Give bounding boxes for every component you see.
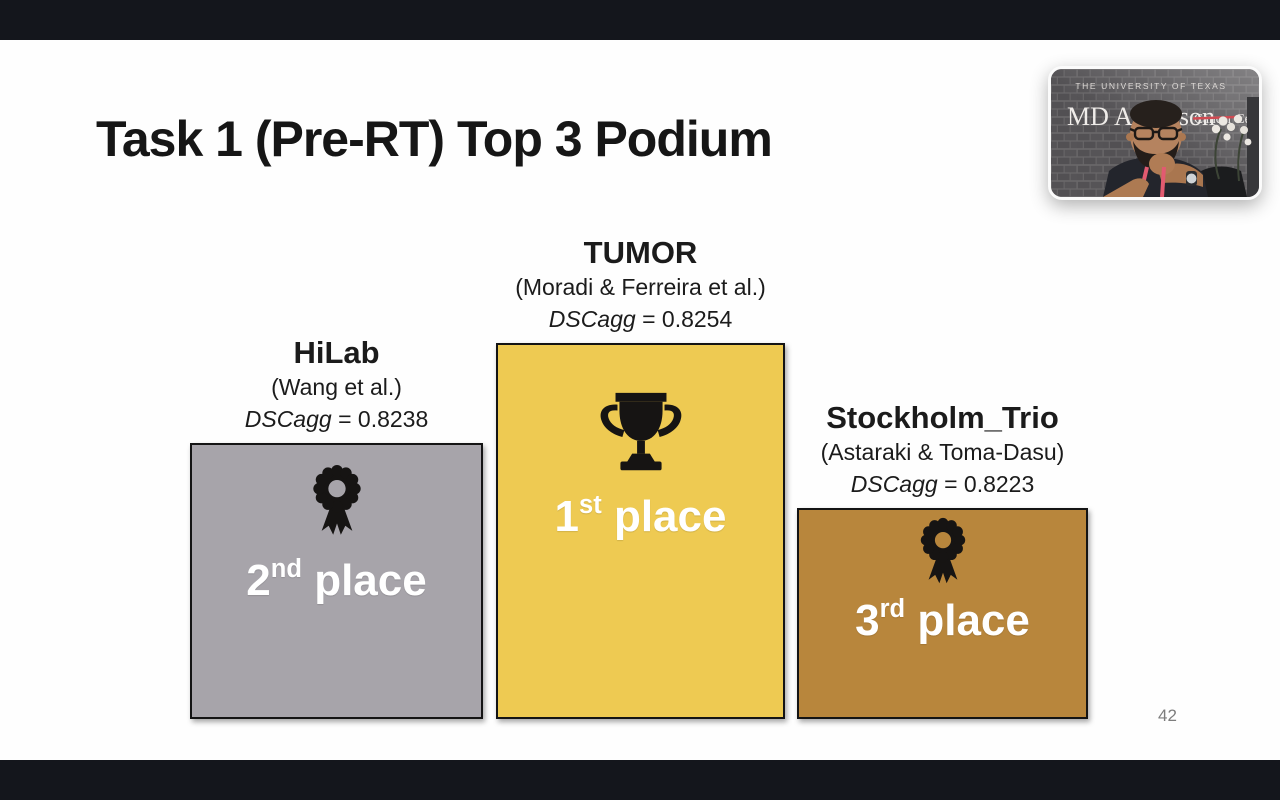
hand-on-chin [1149, 153, 1175, 175]
trophy-icon [592, 387, 690, 485]
team-authors: (Astaraki & Toma-Dasu) [820, 439, 1065, 466]
metric-value: = 0.8223 [937, 471, 1035, 498]
slide-title: Task 1 (Pre-RT) Top 3 Podium [96, 111, 773, 167]
metric-name: DSCagg [244, 406, 332, 433]
metric-name: DSCagg [548, 306, 636, 333]
podium-block-2nd: 2nd place [190, 443, 483, 719]
team-name: HiLab [293, 334, 380, 370]
team-metric: DSCagg = 0.8223 [851, 470, 1035, 500]
ribbon-award-icon [305, 463, 369, 545]
podium-block-1st: 1st place [496, 343, 785, 719]
presenter-silhouette [1103, 100, 1208, 197]
logo-strikethrough [1192, 115, 1237, 120]
place-label-3rd: 3rd place [855, 595, 1030, 645]
md-anderson-university-line: THE UNIVERSITY OF TEXAS [1075, 81, 1226, 91]
podium-column-2nd: HiLab (Wang et al.) DSCagg = 0.8238 2nd … [190, 335, 483, 719]
letterbox-top [0, 0, 1280, 40]
ribbon-award-icon [913, 516, 973, 593]
team-authors: (Wang et al.) [271, 374, 402, 401]
team-name: Stockholm_Trio [826, 399, 1059, 435]
podium-column-1st: TUMOR (Moradi & Ferreira et al.) DSCagg … [496, 235, 785, 719]
team-metric: DSCagg = 0.8254 [549, 305, 733, 335]
metric-name: DSCagg [850, 471, 938, 498]
metric-value: = 0.8254 [635, 306, 733, 333]
letterbox-bottom [0, 760, 1280, 800]
glasses [1129, 126, 1183, 141]
podium-column-3rd: Stockholm_Trio (Astaraki & Toma-Dasu) DS… [797, 400, 1088, 719]
metric-value: = 0.8238 [331, 406, 429, 433]
orchid-plant [1201, 97, 1259, 197]
team-metric: DSCagg = 0.8238 [245, 405, 429, 435]
slide-page-number: 42 [1158, 706, 1177, 725]
team-name: TUMOR [583, 234, 698, 270]
resting-forearm [1103, 178, 1149, 197]
webcam-overlay[interactable]: THE UNIVERSITY OF TEXAS MD Anderson Canc… [1048, 66, 1262, 200]
place-label-1st: 1st place [554, 491, 727, 541]
place-label-2nd: 2nd place [246, 555, 427, 605]
presenter-video: THE UNIVERSITY OF TEXAS MD Anderson Canc… [1051, 69, 1259, 197]
podium-block-3rd: 3rd place [797, 508, 1088, 719]
team-authors: (Moradi & Ferreira et al.) [515, 274, 766, 301]
